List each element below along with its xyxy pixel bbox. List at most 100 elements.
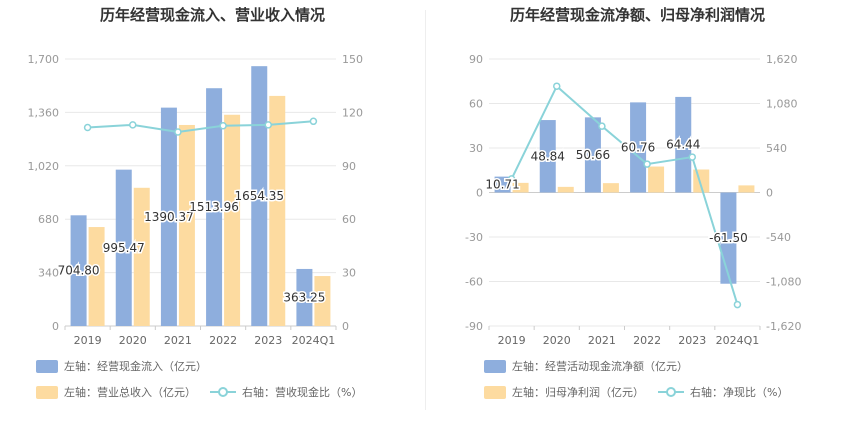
x-axis-tick-label: 2023 <box>678 334 706 347</box>
left-legend-row-1: 左轴：经营现金流入（亿元） <box>36 358 221 374</box>
right-axis-tick-label: 0 <box>342 320 349 333</box>
left-axis-tick-label: -30 <box>465 231 483 244</box>
left-axis-tick-label: -90 <box>465 320 483 333</box>
left-chart-svg: 0 340 680 1,020 1,360 1,700 0 30 60 90 120 150 2019 2… <box>28 53 364 347</box>
left-axis-tick-label: 0 <box>476 187 483 200</box>
legend-label: 右轴：营收现金比（%） <box>242 386 363 399</box>
right-axis-tick-label: 30 <box>342 267 356 280</box>
right-axis-tick-label: 150 <box>342 53 363 66</box>
right-axis-tick-label: 120 <box>342 106 363 119</box>
legend-line-icon <box>210 385 236 399</box>
bar-secondary <box>738 185 755 193</box>
x-axis-tick-label: 2019 <box>498 334 526 347</box>
right-legend-row-1: 左轴：经营活动现金流净额（亿元） <box>484 358 702 374</box>
right-axis-tick-label: 60 <box>342 213 356 226</box>
x-axis-tick-label: 2024Q1 <box>716 334 760 347</box>
bar-data-label: 48.84 <box>531 149 565 163</box>
right-chart-panel: 历年经营现金流净额、归母净利润情况 -90 -60 -30 0 30 60 90 -1,620… <box>425 0 850 437</box>
legend-item-net-cash-ratio[interactable]: 右轴：净现比（%） <box>658 384 788 400</box>
legend-item-cash-ratio[interactable]: 右轴：营收现金比（%） <box>210 384 362 400</box>
bar-secondary <box>224 114 241 326</box>
ratio-line-point <box>219 122 227 130</box>
right-axis-tick-label: 1,080 <box>766 98 798 111</box>
bar-data-label: 64.44 <box>666 138 700 152</box>
left-axis-tick-label: 60 <box>469 98 483 111</box>
legend-swatch-blue <box>484 359 506 373</box>
legend-swatch-orange <box>484 385 506 399</box>
panel-divider <box>425 10 426 410</box>
bar-secondary <box>314 276 331 326</box>
left-axis-tick-label: 0 <box>52 320 59 333</box>
legend-label: 左轴：经营活动现金流净额（亿元） <box>512 360 688 373</box>
right-axis-tick-label: 90 <box>342 160 356 173</box>
bar-data-label: 995.47 <box>103 241 145 255</box>
legend-item-revenue[interactable]: 左轴：营业总收入（亿元） <box>36 384 196 400</box>
right-chart-title: 历年经营现金流净额、归母净利润情况 <box>509 6 765 24</box>
legend-swatch-orange <box>36 385 58 399</box>
right-axis-tick-label: -540 <box>766 231 791 244</box>
bar-data-label: 50.66 <box>576 148 610 162</box>
ratio-line <box>87 120 314 133</box>
legend-item-net-cash-flow[interactable]: 左轴：经营活动现金流净额（亿元） <box>484 358 688 374</box>
legend-label: 左轴：经营现金流入（亿元） <box>64 360 207 373</box>
x-axis-tick-label: 2020 <box>543 334 571 347</box>
bar-data-label: 704.80 <box>58 264 100 278</box>
x-axis-tick-label: 2021 <box>588 334 616 347</box>
left-chart-panel: 历年经营现金流入、营业收入情况 0 340 680 1,020 1,360 1,700 0 3… <box>28 6 376 400</box>
x-axis-tick-label: 2021 <box>164 334 192 347</box>
right-legend-row-2: 左轴：归母净利润（亿元） 右轴：净现比（%） <box>484 384 802 400</box>
bar-primary <box>70 215 87 326</box>
left-legend-row-2: 左轴：营业总收入（亿元） 右轴：营收现金比（%） <box>36 384 376 400</box>
ratio-line-point <box>83 123 92 132</box>
bar-secondary <box>178 124 195 326</box>
ratio-line-point <box>264 121 272 129</box>
bar-secondary <box>512 182 529 193</box>
bar-data-label: 60.76 <box>621 140 655 154</box>
legend-item-cash-inflow[interactable]: 左轴：经营现金流入（亿元） <box>36 358 207 374</box>
x-axis-tick-label: 2023 <box>254 334 282 347</box>
bar-primary <box>115 169 132 326</box>
bar-secondary <box>557 186 574 193</box>
x-axis-tick-label: 2022 <box>633 334 661 347</box>
bar-primary <box>206 88 223 326</box>
bar-data-label: 1390.37 <box>144 210 194 224</box>
bar-primary <box>630 102 647 193</box>
bar-primary <box>584 117 601 193</box>
legend-item-net-profit[interactable]: 左轴：归母净利润（亿元） <box>484 384 644 400</box>
ratio-line-point <box>688 153 696 161</box>
bar-secondary <box>269 95 286 327</box>
x-axis-tick-label: 2019 <box>74 334 102 347</box>
ratio-line-point <box>309 117 318 126</box>
right-chart-svg: -90 -60 -30 0 30 60 90 -1,620 -1,080 -540 0 540 1,08… <box>465 53 801 347</box>
bar-primary <box>494 176 511 193</box>
legend-label: 左轴：归母净利润（亿元） <box>512 386 644 399</box>
ratio-line-point <box>643 160 651 168</box>
right-axis-tick-label: -1,620 <box>766 320 801 333</box>
bar-primary <box>296 268 313 326</box>
bar-secondary <box>602 183 619 193</box>
left-axis-tick-label: 680 <box>38 213 59 226</box>
ratio-line-point <box>174 128 182 136</box>
x-axis-tick-label: 2022 <box>209 334 237 347</box>
ratio-line-point <box>598 122 606 130</box>
bar-data-label: 1654.35 <box>234 189 284 203</box>
x-axis-tick-label: 2024Q1 <box>292 334 336 347</box>
legend-line-icon <box>658 385 684 399</box>
bar-data-label: 10.71 <box>485 178 519 192</box>
left-chart-title: 历年经营现金流入、营业收入情况 <box>99 6 325 24</box>
left-axis-tick-label: 90 <box>469 53 483 66</box>
bar-data-label: -61.50 <box>709 231 748 245</box>
x-axis-tick-label: 2020 <box>119 334 147 347</box>
bar-primary <box>675 96 692 193</box>
legend-label: 右轴：净现比（%） <box>690 386 789 399</box>
bar-secondary <box>133 187 150 326</box>
ratio-line <box>510 84 739 305</box>
ratio-line-point <box>733 300 742 309</box>
bar-primary <box>160 107 177 326</box>
bar-primary <box>539 120 556 193</box>
right-axis-tick-label: 0 <box>766 187 773 200</box>
ratio-line-point <box>553 82 561 90</box>
right-axis-tick-label: -1,080 <box>766 276 801 289</box>
left-axis-tick-label: -60 <box>465 276 483 289</box>
legend-swatch-blue <box>36 359 58 373</box>
